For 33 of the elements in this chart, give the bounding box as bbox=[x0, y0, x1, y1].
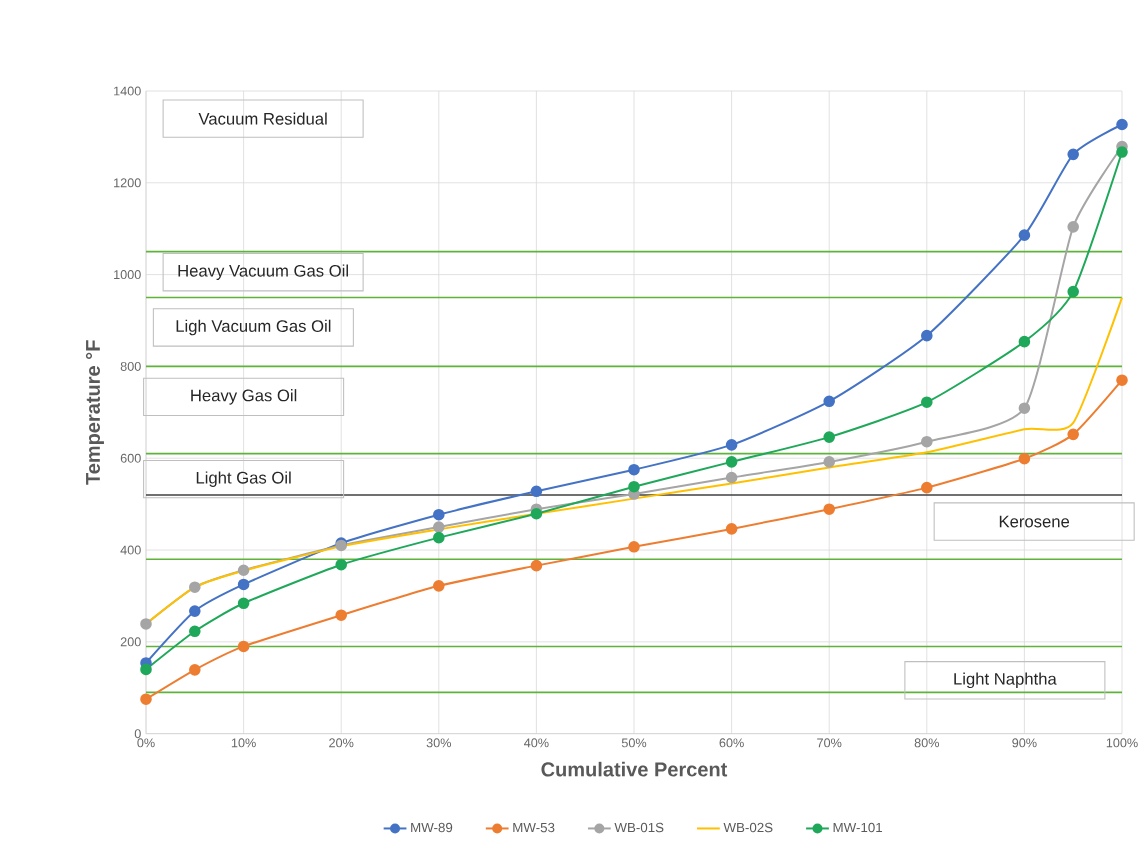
x-tick-label: 100% bbox=[1106, 738, 1138, 748]
annotation: Ligh Vacuum Gas Oil bbox=[176, 319, 331, 336]
y-tick-label: 1400 bbox=[114, 86, 141, 96]
annotation: Heavy Vacuum Gas Oil bbox=[178, 264, 348, 280]
y-tick-label: 1200 bbox=[114, 178, 141, 188]
x-tick-label: 80% bbox=[914, 738, 940, 748]
x-tick-label: 70% bbox=[817, 738, 842, 748]
x-tick-label: 20% bbox=[329, 738, 354, 748]
legend-label: MW-101 bbox=[833, 822, 883, 833]
legend-label: MW-53 bbox=[513, 822, 555, 833]
annotation: Light Gas Oil bbox=[196, 471, 291, 487]
legend-label: MW-89 bbox=[411, 822, 453, 833]
x-tick-label: 50% bbox=[621, 738, 647, 748]
annotation: Vacuum Residual bbox=[198, 112, 327, 125]
y-tick-label: 800 bbox=[120, 361, 141, 371]
x-tick-label: 0% bbox=[137, 738, 155, 748]
x-tick-label: 30% bbox=[426, 738, 452, 748]
y-tick-label: 1000 bbox=[114, 270, 141, 280]
annotation: Kerosene bbox=[999, 515, 1070, 528]
x-tick-label: 10% bbox=[231, 738, 256, 748]
legend-label: WB-02S bbox=[723, 822, 773, 833]
y-tick-label: 200 bbox=[120, 637, 141, 647]
y-tick-label: 400 bbox=[120, 545, 141, 555]
x-tick-label: 90% bbox=[1012, 738, 1037, 748]
x-tick-label: 40% bbox=[524, 738, 549, 748]
y-tick-label: 600 bbox=[120, 453, 141, 463]
x-tick-label: 60% bbox=[719, 738, 744, 748]
annotation: Light Naphtha bbox=[954, 672, 1057, 689]
y-axis-title: Temperature °F bbox=[85, 340, 104, 485]
annotation: Heavy Gas Oil bbox=[191, 389, 297, 405]
legend-label: WB-01S bbox=[614, 822, 664, 833]
x-axis-title: Cumulative Percent bbox=[541, 761, 728, 777]
y-tick-label: 0 bbox=[134, 729, 141, 739]
